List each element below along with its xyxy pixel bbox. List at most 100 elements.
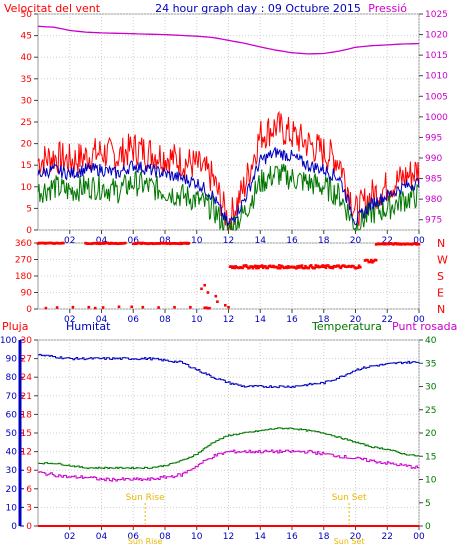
direction-y-tick-label: 90: [21, 289, 33, 299]
direction-point: [297, 266, 300, 269]
direction-point: [303, 266, 306, 270]
chart-title: 24 hour graph day : 09 Octubre 2015: [155, 2, 361, 15]
direction-point: [324, 266, 328, 270]
top-x-tick-label: 20: [350, 236, 362, 246]
compass-label: N: [437, 303, 445, 316]
direction-point: [256, 264, 259, 268]
temperature-y-tick-label: 40: [425, 336, 437, 346]
wind-y-tick-label: 45: [21, 32, 32, 42]
sunrise-label: Sun Rise: [126, 493, 165, 503]
direction-point: [276, 266, 280, 270]
direction-point: [304, 264, 307, 268]
direction-x-tick-label: 08: [159, 315, 171, 325]
wind-y-tick-label: 40: [21, 53, 33, 63]
wind-y-tick-label: 30: [21, 96, 33, 106]
top-x-tick-label: 12: [223, 236, 234, 246]
direction-point: [356, 266, 360, 270]
direction-point: [417, 242, 421, 246]
direction-point: [327, 264, 330, 267]
pressure-y-tick-label: 1005: [425, 92, 448, 102]
sunset-axis-label: Sun Set: [334, 537, 365, 546]
bottom-x-tick-label: 02: [64, 532, 75, 542]
rain-y-tick-label: 9: [26, 466, 32, 476]
bottom-x-tick-label: 16: [286, 532, 298, 542]
temperature-y-tick-label: 0: [425, 522, 431, 532]
humidity-series: [38, 353, 420, 389]
direction-point: [62, 241, 65, 245]
temperature-y-tick-label: 30: [425, 383, 437, 393]
temperature-y-tick-label: 35: [425, 359, 436, 369]
direction-point: [374, 258, 378, 262]
rain-y-tick-label: 24: [21, 373, 33, 383]
direction-point: [359, 265, 362, 269]
top-x-tick-label: 10: [191, 236, 203, 246]
direction-point: [157, 306, 160, 309]
direction-point: [257, 266, 260, 270]
top-x-tick-label: 18: [318, 236, 330, 246]
compass-label: E: [437, 287, 444, 300]
temperature-y-tick-label: 20: [425, 429, 437, 439]
rain-y-tick-label: 27: [21, 355, 32, 365]
direction-point: [295, 267, 298, 270]
direction-x-tick-label: 14: [255, 315, 267, 325]
direction-x-tick-label: 02: [64, 315, 75, 325]
direction-x-tick-label: 00: [413, 315, 425, 325]
direction-point: [299, 266, 303, 269]
direction-point: [187, 241, 191, 245]
direction-point: [117, 305, 121, 309]
dewpoint-label: Punt rosada: [392, 320, 457, 333]
direction-x-tick-label: 04: [96, 315, 108, 325]
top-x-tick-label: 22: [382, 236, 393, 246]
humidity-y-tick-label: 90: [6, 355, 18, 365]
humidity-y-tick-label: 40: [6, 448, 18, 458]
bottom-x-tick-label: 18: [318, 532, 330, 542]
rain-y-tick-label: 21: [21, 392, 32, 402]
direction-point: [87, 305, 91, 309]
direction-point: [55, 306, 59, 309]
direction-point: [206, 291, 210, 294]
direction-x-tick-label: 20: [350, 315, 362, 325]
compass-label: S: [437, 270, 444, 283]
sunrise-axis-label: Sun Rise: [128, 537, 163, 546]
top-x-tick-label: 00: [413, 236, 425, 246]
temperature-label: Temperatura: [311, 320, 382, 333]
wind-y-tick-label: 0: [26, 226, 32, 236]
bottom-x-tick-label: 10: [191, 532, 203, 542]
humidity-y-tick-label: 60: [6, 410, 18, 420]
top-x-tick-label: 16: [286, 236, 298, 246]
direction-y-tick-label: 360: [15, 239, 32, 249]
temperature-y-tick-label: 5: [425, 499, 431, 509]
wind-y-tick-label: 25: [21, 118, 32, 128]
direction-point: [266, 266, 270, 270]
bottom-x-tick-label: 12: [223, 532, 234, 542]
direction-point: [101, 306, 105, 309]
temperature-y-tick-label: 10: [425, 476, 437, 486]
direction-point: [203, 283, 206, 287]
direction-point: [241, 266, 244, 270]
top-x-tick-label: 06: [128, 236, 140, 246]
humidity-y-tick-label: 30: [6, 466, 18, 476]
direction-point: [189, 305, 192, 309]
direction-x-tick-label: 06: [128, 315, 140, 325]
humidity-y-tick-label: 70: [6, 392, 18, 402]
direction-point: [368, 260, 372, 264]
pressure-series: [37, 25, 420, 55]
series-layer: Sun Rise Sun Rise Sun Set Sun Set: [36, 25, 421, 546]
rain-y-tick-label: 18: [21, 410, 33, 420]
direction-point: [224, 304, 227, 307]
bottom-x-tick-label: 08: [159, 532, 171, 542]
direction-point: [208, 306, 211, 310]
wind-y-tick-label: 10: [21, 183, 33, 193]
direction-point: [248, 266, 251, 270]
direction-point: [279, 266, 282, 270]
direction-point: [285, 266, 289, 270]
ticks-layer: 0510152025303540455097598098599099510001…: [0, 10, 448, 542]
wind-y-tick-label: 15: [21, 161, 32, 171]
direction-point: [339, 266, 343, 270]
direction-point: [309, 264, 313, 267]
top-x-tick-label: 04: [96, 236, 108, 246]
direction-point: [141, 305, 145, 309]
wind-gust-series: [37, 110, 420, 231]
direction-point: [337, 264, 340, 267]
